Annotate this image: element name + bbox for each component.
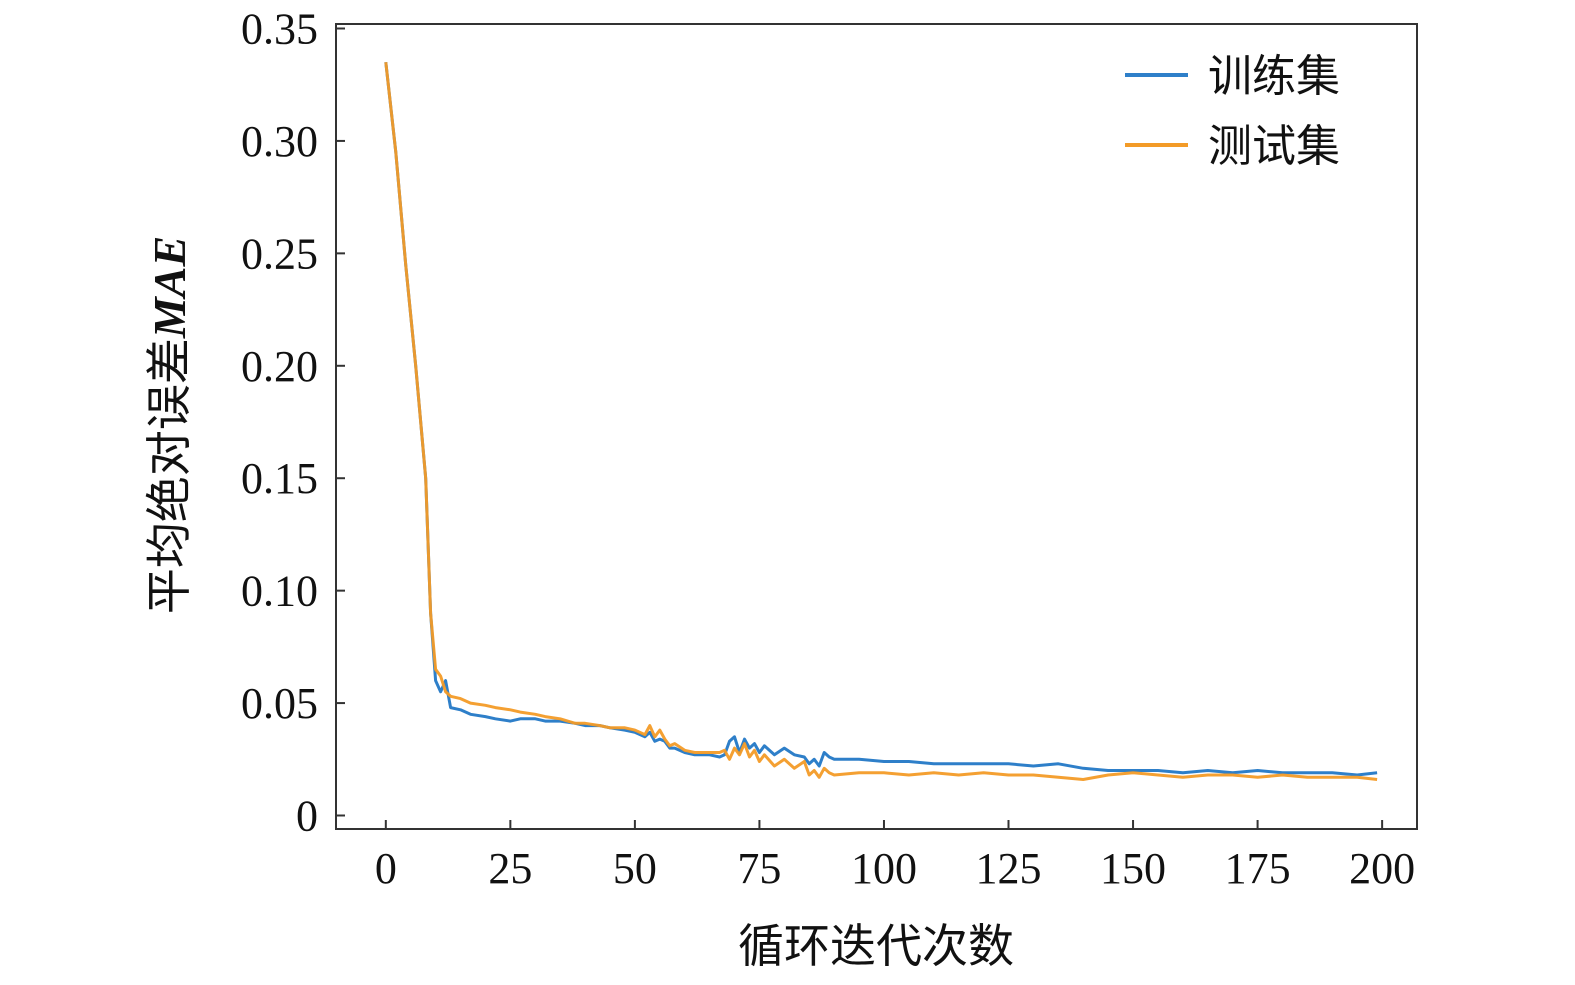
series-layer <box>384 62 1378 781</box>
x-tick-label: 100 <box>851 844 917 893</box>
y-tick-label: 0.10 <box>241 567 318 616</box>
x-tick-label: 25 <box>488 844 532 893</box>
y-tick-label: 0.30 <box>241 117 318 166</box>
series-line-train <box>384 62 1378 777</box>
x-tick-label: 0 <box>375 844 397 893</box>
legend-label-test: 测试集 <box>1208 122 1340 171</box>
series-line-test <box>384 62 1378 781</box>
y-axis-title: 平均绝对误差MAE <box>144 236 195 614</box>
y-tick-label: 0.05 <box>241 679 318 728</box>
x-tick-label: 200 <box>1349 844 1415 893</box>
plot-frame <box>335 23 1418 830</box>
y-tick-label: 0 <box>296 792 318 841</box>
legend-label-train: 训练集 <box>1208 52 1340 101</box>
x-tick-label: 175 <box>1225 844 1291 893</box>
x-axis-title: 循环迭代次数 <box>738 921 1014 972</box>
y-tick-label: 0.20 <box>241 342 318 391</box>
x-tick-label: 150 <box>1100 844 1166 893</box>
x-tick-label: 125 <box>976 844 1042 893</box>
y-tick-label: 0.15 <box>241 454 318 503</box>
x-tick-label: 50 <box>613 844 657 893</box>
legend: 训练集 测试集 <box>1125 52 1340 171</box>
y-tick-label: 0.35 <box>241 4 318 53</box>
x-axis-ticks: 0 25 50 75 100 125 150 175 200 <box>375 820 1415 893</box>
y-axis-title-prefix: 平均绝对误差 <box>144 338 195 614</box>
y-axis-title-mae: MAE <box>144 236 195 339</box>
y-tick-label: 0.25 <box>241 229 318 278</box>
x-tick-label: 75 <box>737 844 781 893</box>
y-axis-ticks: 0 0.05 0.10 0.15 0.20 0.25 0.30 0.35 <box>241 4 345 841</box>
